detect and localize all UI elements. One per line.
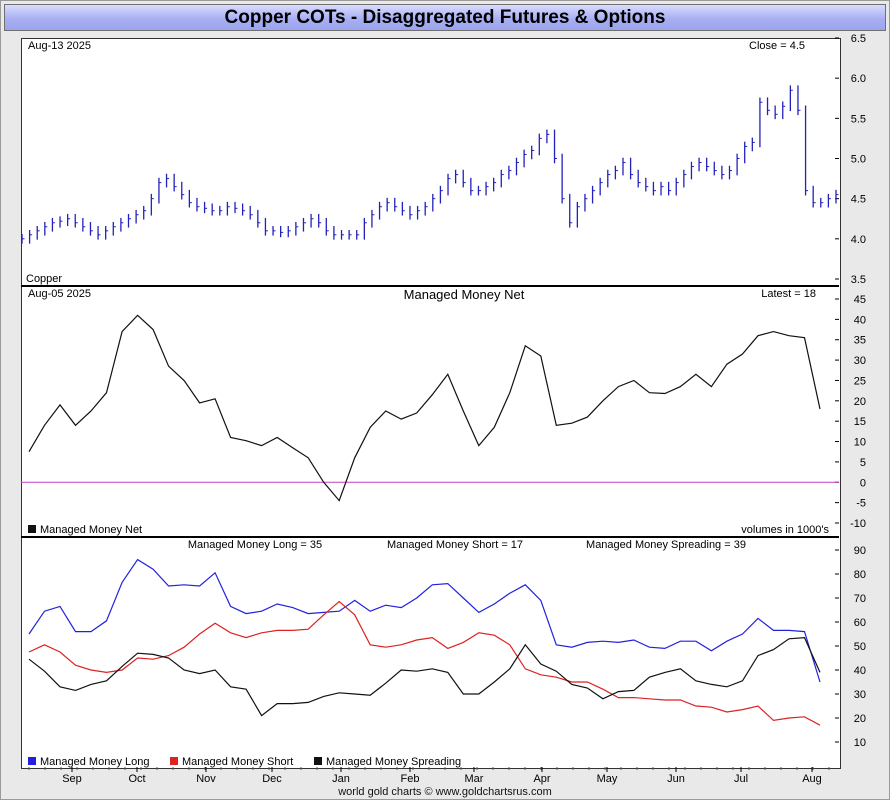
volumes-note: volumes in 1000's <box>741 524 829 536</box>
short-series-line <box>28 600 821 726</box>
price-date-label: Aug-13 2025 <box>28 40 91 52</box>
short-legend-swatch <box>170 757 178 765</box>
y-tick-label: 50 <box>854 641 866 653</box>
short-legend-label: Managed Money Short <box>182 756 293 768</box>
spreading-legend-label: Managed Money Spreading <box>326 756 461 768</box>
y-tick-label: 25 <box>854 375 866 387</box>
price-series-label: Copper <box>26 273 62 285</box>
net-latest-readout: Latest = 18 <box>761 288 816 300</box>
price-close-readout: Close = 4.5 <box>749 40 805 52</box>
y-tick-label: 15 <box>854 416 866 428</box>
y-tick-label: 6.5 <box>851 33 866 45</box>
x-month-label: May <box>597 773 618 785</box>
y-tick-label: 6.0 <box>851 73 866 85</box>
y-tick-label: 4.5 <box>851 194 866 206</box>
long-series-line <box>28 558 821 683</box>
y-tick-label: 60 <box>854 617 866 629</box>
net-series-line <box>28 314 821 502</box>
x-month-label: Aug <box>802 773 822 785</box>
long-readout: Managed Money Long = 35 <box>188 539 322 551</box>
spreading-series-line <box>28 636 821 717</box>
y-tick-label: 10 <box>854 737 866 749</box>
x-month-label: Jun <box>667 773 685 785</box>
y-tick-label: 0 <box>860 477 866 489</box>
x-month-label: Jan <box>332 773 350 785</box>
footer-credit: world gold charts © www.goldchartsrus.co… <box>338 786 552 798</box>
x-month-label: Mar <box>465 773 484 785</box>
y-tick-label: 5.5 <box>851 113 866 125</box>
x-month-label: Apr <box>533 773 550 785</box>
long-legend-swatch <box>28 757 36 765</box>
x-month-label: Feb <box>401 773 420 785</box>
plot-area <box>21 38 841 769</box>
x-month-label: Dec <box>262 773 282 785</box>
net-legend-swatch <box>28 525 36 533</box>
y-tick-label: -10 <box>850 518 866 530</box>
net-panel-title: Managed Money Net <box>404 287 525 302</box>
y-tick-label: 20 <box>854 713 866 725</box>
y-tick-label: 30 <box>854 355 866 367</box>
y-tick-label: 40 <box>854 665 866 677</box>
chart-title: Copper COTs - Disaggregated Futures & Op… <box>4 4 886 31</box>
x-month-label: Nov <box>196 773 216 785</box>
long-legend-label: Managed Money Long <box>40 756 149 768</box>
y-tick-label: 35 <box>854 335 866 347</box>
y-tick-label: 45 <box>854 294 866 306</box>
x-month-label: Jul <box>734 773 748 785</box>
y-tick-label: 5.0 <box>851 154 866 166</box>
y-tick-label: 3.5 <box>851 274 866 286</box>
y-tick-label: 5 <box>860 457 866 469</box>
y-tick-label: 10 <box>854 437 866 449</box>
y-tick-label: 70 <box>854 593 866 605</box>
y-tick-label: 80 <box>854 569 866 581</box>
y-tick-label: 40 <box>854 314 866 326</box>
y-tick-label: 20 <box>854 396 866 408</box>
y-tick-label: 30 <box>854 689 866 701</box>
net-date-label: Aug-05 2025 <box>28 288 91 300</box>
spreading-legend-swatch <box>314 757 322 765</box>
y-tick-label: 90 <box>854 545 866 557</box>
y-tick-label: 4.0 <box>851 234 866 246</box>
spreading-readout: Managed Money Spreading = 39 <box>586 539 746 551</box>
y-tick-label: -5 <box>856 498 866 510</box>
x-month-label: Oct <box>128 773 145 785</box>
short-readout: Managed Money Short = 17 <box>387 539 523 551</box>
x-month-label: Sep <box>62 773 82 785</box>
net-legend-label: Managed Money Net <box>40 524 142 536</box>
